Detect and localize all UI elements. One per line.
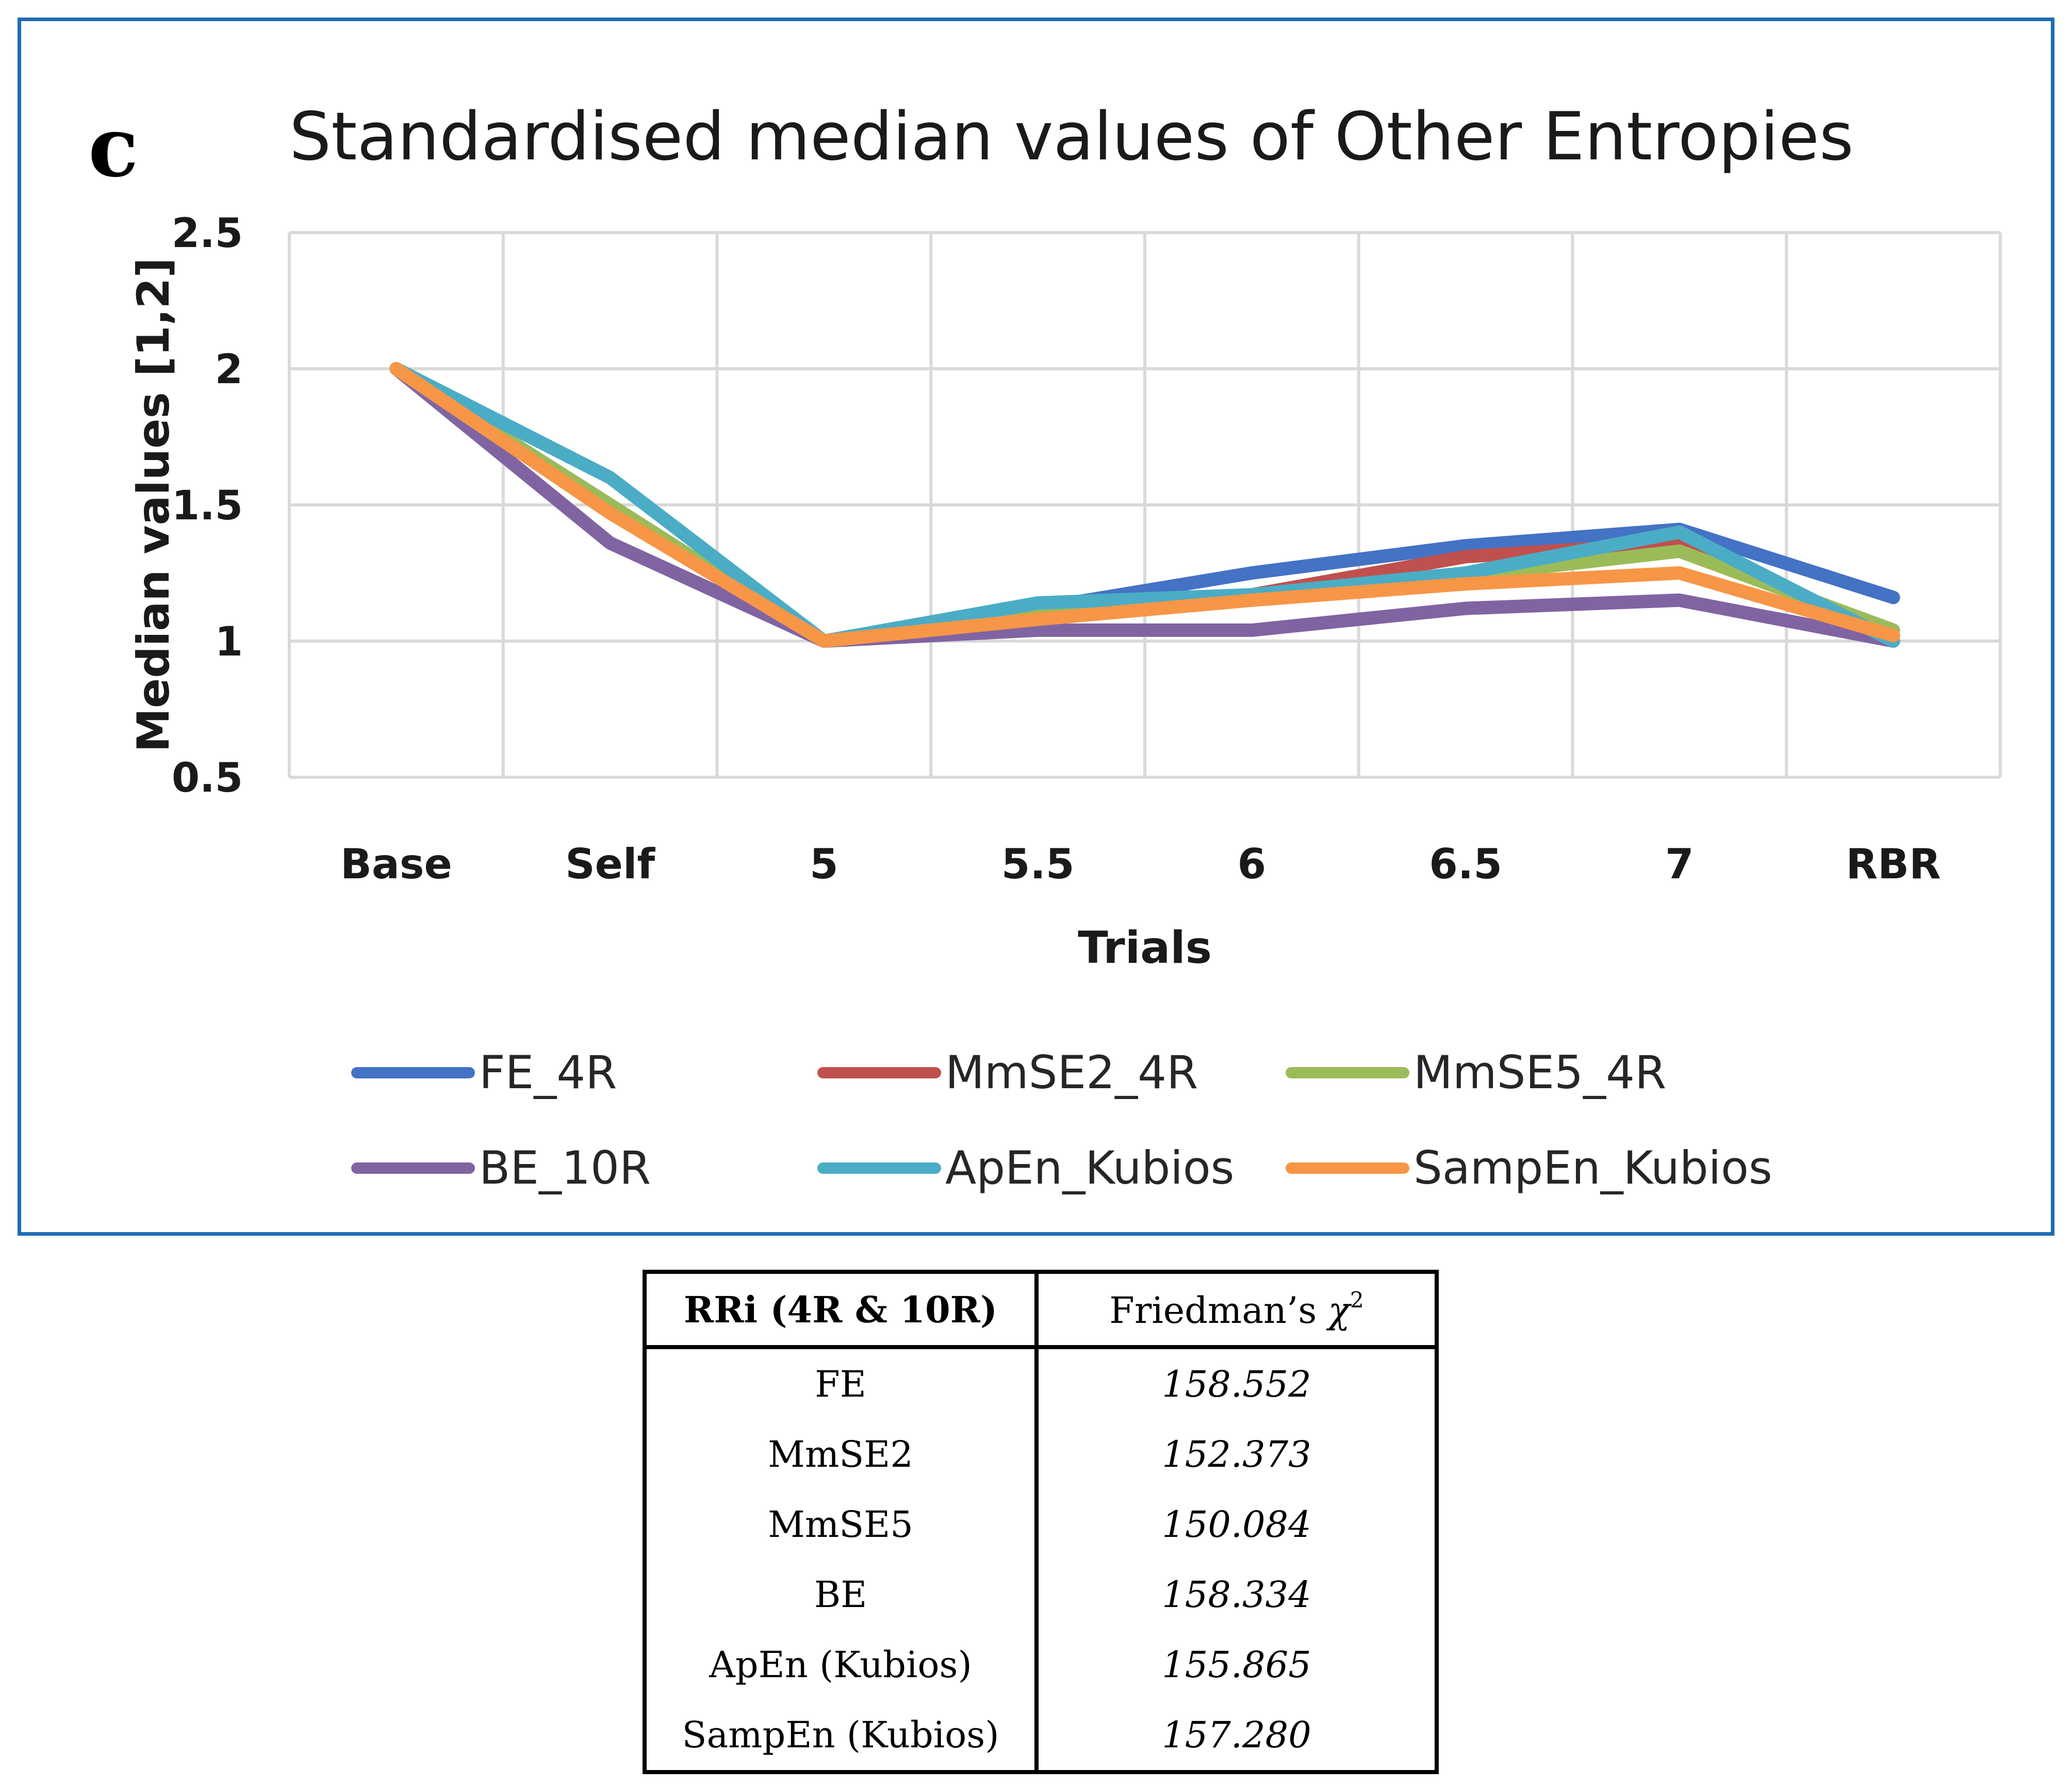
row-name: BE	[645, 1560, 1039, 1630]
panel-label: c	[88, 99, 139, 195]
table-row: FE 158.552	[645, 1347, 1437, 1419]
header-friedman: Friedman’s χ2	[1037, 1272, 1437, 1349]
x-tick-label: 5	[810, 840, 838, 888]
chart-panel: 0.5 1 1.5 2 2.5 Base Self 5 5.5 6 6.5 7 RBR Trials Med…	[18, 18, 2054, 1236]
x-tick-label: Self	[565, 840, 655, 888]
header-rri: RRi (4R & 10R)	[645, 1272, 1039, 1349]
x-tick-label: RBR	[1846, 840, 1941, 888]
row-value: 155.865	[1162, 1644, 1311, 1686]
row-value: 158.552	[1162, 1363, 1311, 1405]
row-name: ApEn (Kubios)	[645, 1630, 1039, 1700]
row-name: SampEn (Kubios)	[645, 1700, 1039, 1772]
line-chart: 0.5 1 1.5 2 2.5 Base Self 5 5.5 6 6.5 7 RBR Trials Med…	[128, 210, 2002, 974]
chart-title: Standardised median values of Other Entr…	[289, 99, 1854, 175]
series-line-apen-kubios	[389, 362, 1900, 648]
x-tick-label: 5.5	[1001, 840, 1075, 888]
y-tick-label: 1	[215, 619, 243, 665]
x-tick-label: 6	[1238, 840, 1267, 888]
series-line-be-10r	[389, 362, 1900, 648]
table-row: MmSE2 152.373	[645, 1419, 1437, 1489]
table-row: SampEn (Kubios) 157.280	[645, 1700, 1437, 1772]
table-row: ApEn (Kubios) 155.865	[645, 1630, 1437, 1700]
x-axis-title: Trials	[1078, 922, 1212, 974]
friedman-table: RRi (4R & 10R) Friedman’s χ2 FE 158.552 …	[643, 1270, 1439, 1774]
row-value: 152.373	[1162, 1433, 1311, 1476]
row-value: 150.084	[1162, 1503, 1311, 1546]
y-tick-label: 2.5	[172, 210, 243, 257]
chi-symbol: χ	[1328, 1289, 1350, 1332]
y-tick-label: 0.5	[172, 755, 243, 801]
row-value: 157.280	[1162, 1714, 1311, 1756]
x-tick-label: 7	[1665, 840, 1694, 888]
x-tick-label: 6.5	[1429, 840, 1502, 888]
y-tick-label: 1.5	[172, 483, 243, 529]
header-friedman-label: Friedman’s	[1109, 1289, 1328, 1332]
row-name: MmSE5	[645, 1489, 1039, 1560]
x-tick-label: Base	[340, 840, 452, 888]
row-value: 158.334	[1162, 1574, 1311, 1616]
table-row: BE 158.334	[645, 1560, 1437, 1630]
y-axis-title: Median values [1,2]	[128, 257, 179, 752]
table-header-row: RRi (4R & 10R) Friedman’s χ2	[645, 1272, 1437, 1349]
y-tick-label: 2	[215, 347, 243, 393]
series-line-sampen-kubios	[389, 362, 1900, 648]
chi-superscript: 2	[1350, 1287, 1364, 1313]
table-row: MmSE5 150.084	[645, 1489, 1437, 1560]
row-name: MmSE2	[645, 1419, 1039, 1489]
row-name: FE	[645, 1347, 1039, 1419]
